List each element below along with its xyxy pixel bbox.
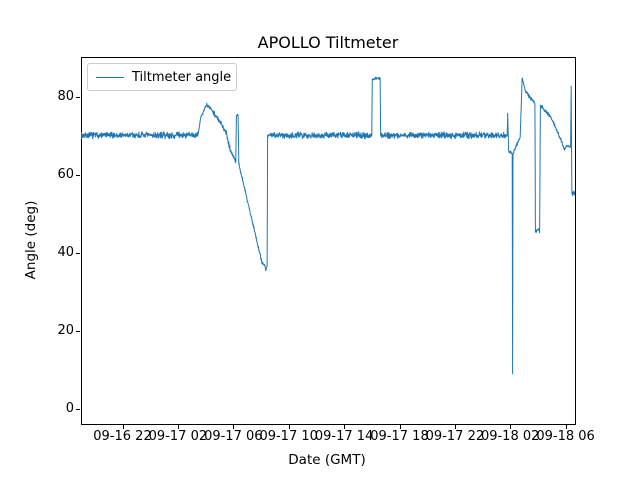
tiltmeter-line [81, 76, 576, 375]
y-tick-label: 0 [65, 401, 74, 416]
x-tick-mark [565, 425, 567, 429]
x-tick-mark [399, 425, 401, 429]
x-tick-label: 09-17 02 [148, 429, 208, 444]
legend-line-sample-icon [96, 76, 124, 78]
x-tick-mark [122, 425, 124, 429]
y-tick-mark [76, 331, 80, 332]
y-tick-label: 80 [57, 89, 74, 104]
y-tick-label: 40 [57, 245, 74, 260]
legend-label: Tiltmeter angle [132, 69, 232, 85]
legend: Tiltmeter angle [87, 63, 237, 91]
x-axis-label: Date (GMT) [288, 452, 366, 468]
x-tick-mark [454, 425, 456, 429]
y-tick-mark [76, 175, 80, 176]
y-tick-mark [76, 97, 80, 98]
x-tick-label: 09-17 14 [314, 429, 374, 444]
y-tick-mark [76, 253, 80, 254]
x-tick-label: 09-17 22 [425, 429, 485, 444]
plot-area [81, 57, 576, 425]
y-tick-label: 20 [57, 323, 74, 338]
x-tick-mark [510, 425, 512, 429]
x-tick-label: 09-18 06 [536, 429, 595, 444]
data-line-layer [81, 76, 576, 375]
y-axis-label: Angle (deg) [23, 200, 39, 280]
x-tick-label: 09-17 18 [370, 429, 429, 444]
y-tick-label: 60 [57, 167, 74, 182]
x-tick-mark [177, 425, 179, 429]
chart-title: APOLLO Tiltmeter [257, 33, 399, 52]
x-tick-mark [288, 425, 290, 429]
x-tick-label: 09-17 06 [204, 429, 263, 444]
y-tick-mark [76, 409, 80, 410]
x-tick-label: 09-16 22 [93, 429, 152, 444]
x-tick-mark [344, 425, 346, 429]
x-tick-mark [233, 425, 235, 429]
x-tick-label: 09-18 02 [480, 429, 540, 444]
x-tick-label: 09-17 10 [259, 429, 318, 444]
